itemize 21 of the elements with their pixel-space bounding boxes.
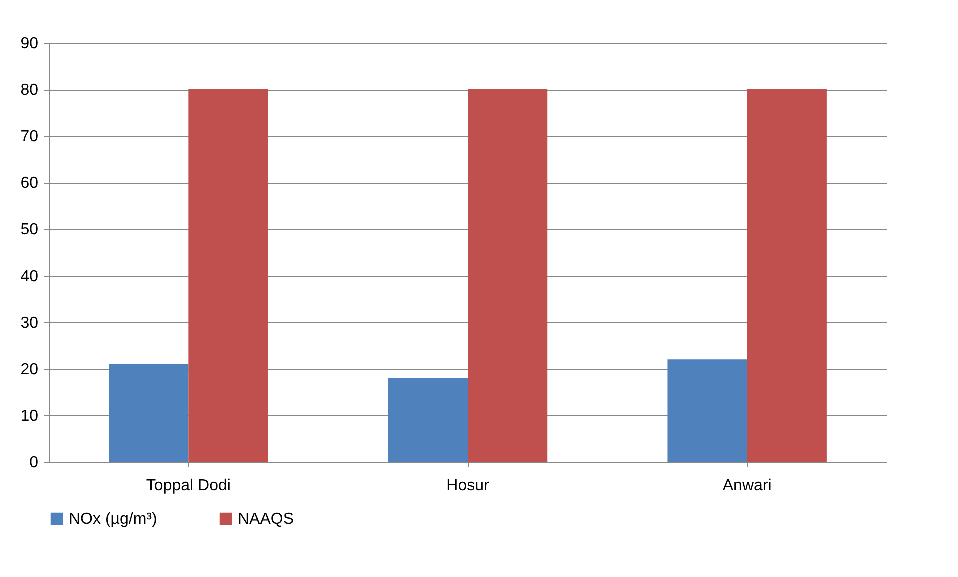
y-tick-label: 20	[20, 361, 39, 378]
x-tick-label: Hosur	[446, 478, 490, 494]
bar	[388, 378, 468, 462]
bar	[468, 90, 548, 462]
y-tick-label: 10	[20, 408, 39, 425]
x-tick-label: Anwari	[722, 478, 772, 494]
y-tick-label: 40	[20, 268, 39, 286]
bar	[188, 90, 268, 462]
bar	[668, 360, 748, 462]
legend-label: NAAQS	[238, 511, 294, 528]
legend-label: NOx (µg/m³)	[69, 511, 158, 528]
bar	[109, 364, 189, 462]
y-tick-label: 70	[20, 128, 39, 146]
y-tick-label: 0	[30, 454, 39, 472]
y-tick-label: 80	[20, 82, 39, 100]
bar	[747, 90, 827, 462]
y-tick-label: 60	[20, 175, 39, 192]
y-tick-label: 30	[20, 314, 39, 332]
y-tick-label: 90	[20, 36, 39, 52]
y-tick-label: 50	[20, 222, 39, 239]
x-tick-label: Toppal Dodi	[146, 478, 231, 494]
